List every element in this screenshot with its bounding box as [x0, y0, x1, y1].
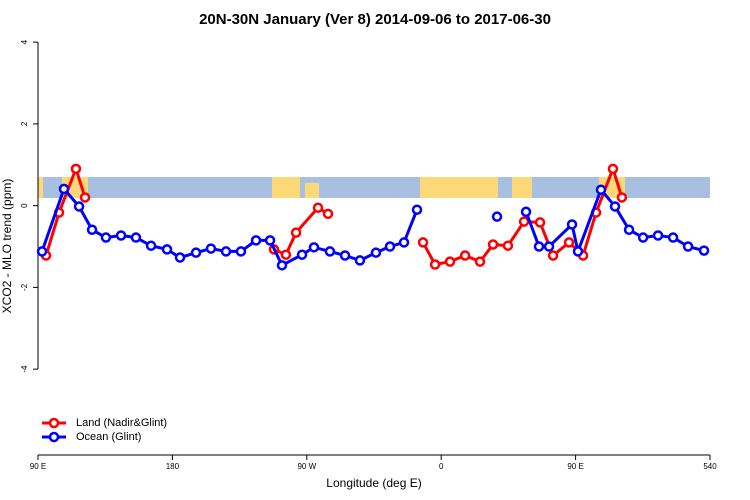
data-point: [79, 192, 91, 203]
data-point: [563, 237, 575, 248]
data-point: [115, 230, 127, 241]
data-point: [354, 255, 366, 266]
data-point: [296, 249, 308, 260]
x-tick-label: 90 W: [297, 462, 316, 471]
data-point: [616, 192, 628, 203]
x-tick-label: 90 E: [567, 462, 583, 471]
data-point: [566, 219, 578, 230]
y-axis-label: XCO2 - MLO trend (ppm): [0, 179, 14, 314]
data-point: [520, 206, 532, 218]
y-tick-label: -2: [20, 283, 29, 291]
data-point: [86, 224, 98, 236]
data-point: [174, 252, 186, 263]
data-point: [339, 250, 351, 261]
data-point: [276, 260, 288, 271]
data-point: [459, 250, 471, 261]
data-point: [308, 242, 320, 253]
x-tick-label: 0: [439, 462, 444, 471]
data-point: [312, 202, 324, 213]
land-band: [420, 177, 498, 198]
data-point: [491, 211, 503, 222]
data-point: [595, 184, 607, 195]
data-point: [398, 237, 410, 248]
legend-marker: [48, 431, 60, 443]
legend-label: Land (Nadir&Glint): [76, 417, 167, 429]
data-point: [609, 201, 621, 212]
x-tick-label: 540: [703, 462, 717, 471]
data-point: [290, 227, 302, 238]
land-band: [305, 183, 319, 198]
data-point: [280, 249, 292, 260]
land-band: [512, 177, 532, 198]
data-point: [518, 216, 530, 227]
data-point: [534, 217, 546, 228]
y-tick-label: 0: [20, 203, 29, 208]
x-tick-label: 90 E: [30, 462, 46, 471]
chart-title: 20N-30N January (Ver 8) 2014-09-06 to 20…: [199, 11, 551, 28]
data-point: [474, 256, 486, 267]
data-point: [130, 232, 142, 243]
data-point: [572, 246, 584, 257]
data-point: [417, 237, 429, 248]
land-band: [38, 177, 43, 198]
legend-marker: [48, 417, 60, 429]
x-axis-label: Longitude (deg E): [326, 476, 421, 490]
data-point: [682, 241, 694, 252]
data-point: [235, 246, 247, 257]
data-point: [324, 246, 336, 257]
ocean-band: [38, 177, 710, 198]
data-point: [250, 235, 262, 246]
data-point: [637, 232, 649, 243]
data-point: [698, 245, 710, 256]
y-tick-label: 2: [20, 121, 29, 126]
data-point: [36, 246, 48, 257]
data-point: [370, 247, 382, 258]
data-point: [607, 163, 619, 175]
y-tick-label: -4: [20, 365, 29, 373]
data-point: [100, 232, 112, 243]
data-point: [145, 240, 157, 251]
data-point: [652, 230, 664, 241]
data-point: [161, 244, 173, 255]
y-tick-label: 4: [20, 39, 29, 44]
land-band: [272, 177, 300, 198]
legend-label: Ocean (Glint): [76, 431, 141, 443]
data-point: [205, 243, 217, 254]
data-point: [487, 239, 499, 250]
data-point: [73, 201, 85, 212]
data-point: [58, 183, 70, 195]
data-point: [322, 208, 334, 220]
data-point: [667, 232, 679, 243]
data-point: [384, 241, 396, 252]
data-point: [444, 256, 456, 267]
data-point: [623, 224, 635, 236]
data-point: [411, 204, 423, 215]
data-point: [264, 235, 276, 246]
x-tick-label: 180: [166, 462, 180, 471]
data-point: [533, 241, 545, 252]
data-point: [543, 241, 555, 252]
data-point: [70, 163, 82, 175]
data-point: [190, 247, 202, 258]
data-point: [220, 246, 232, 257]
data-point: [547, 250, 559, 261]
data-point: [429, 259, 441, 270]
data-point: [502, 240, 514, 251]
